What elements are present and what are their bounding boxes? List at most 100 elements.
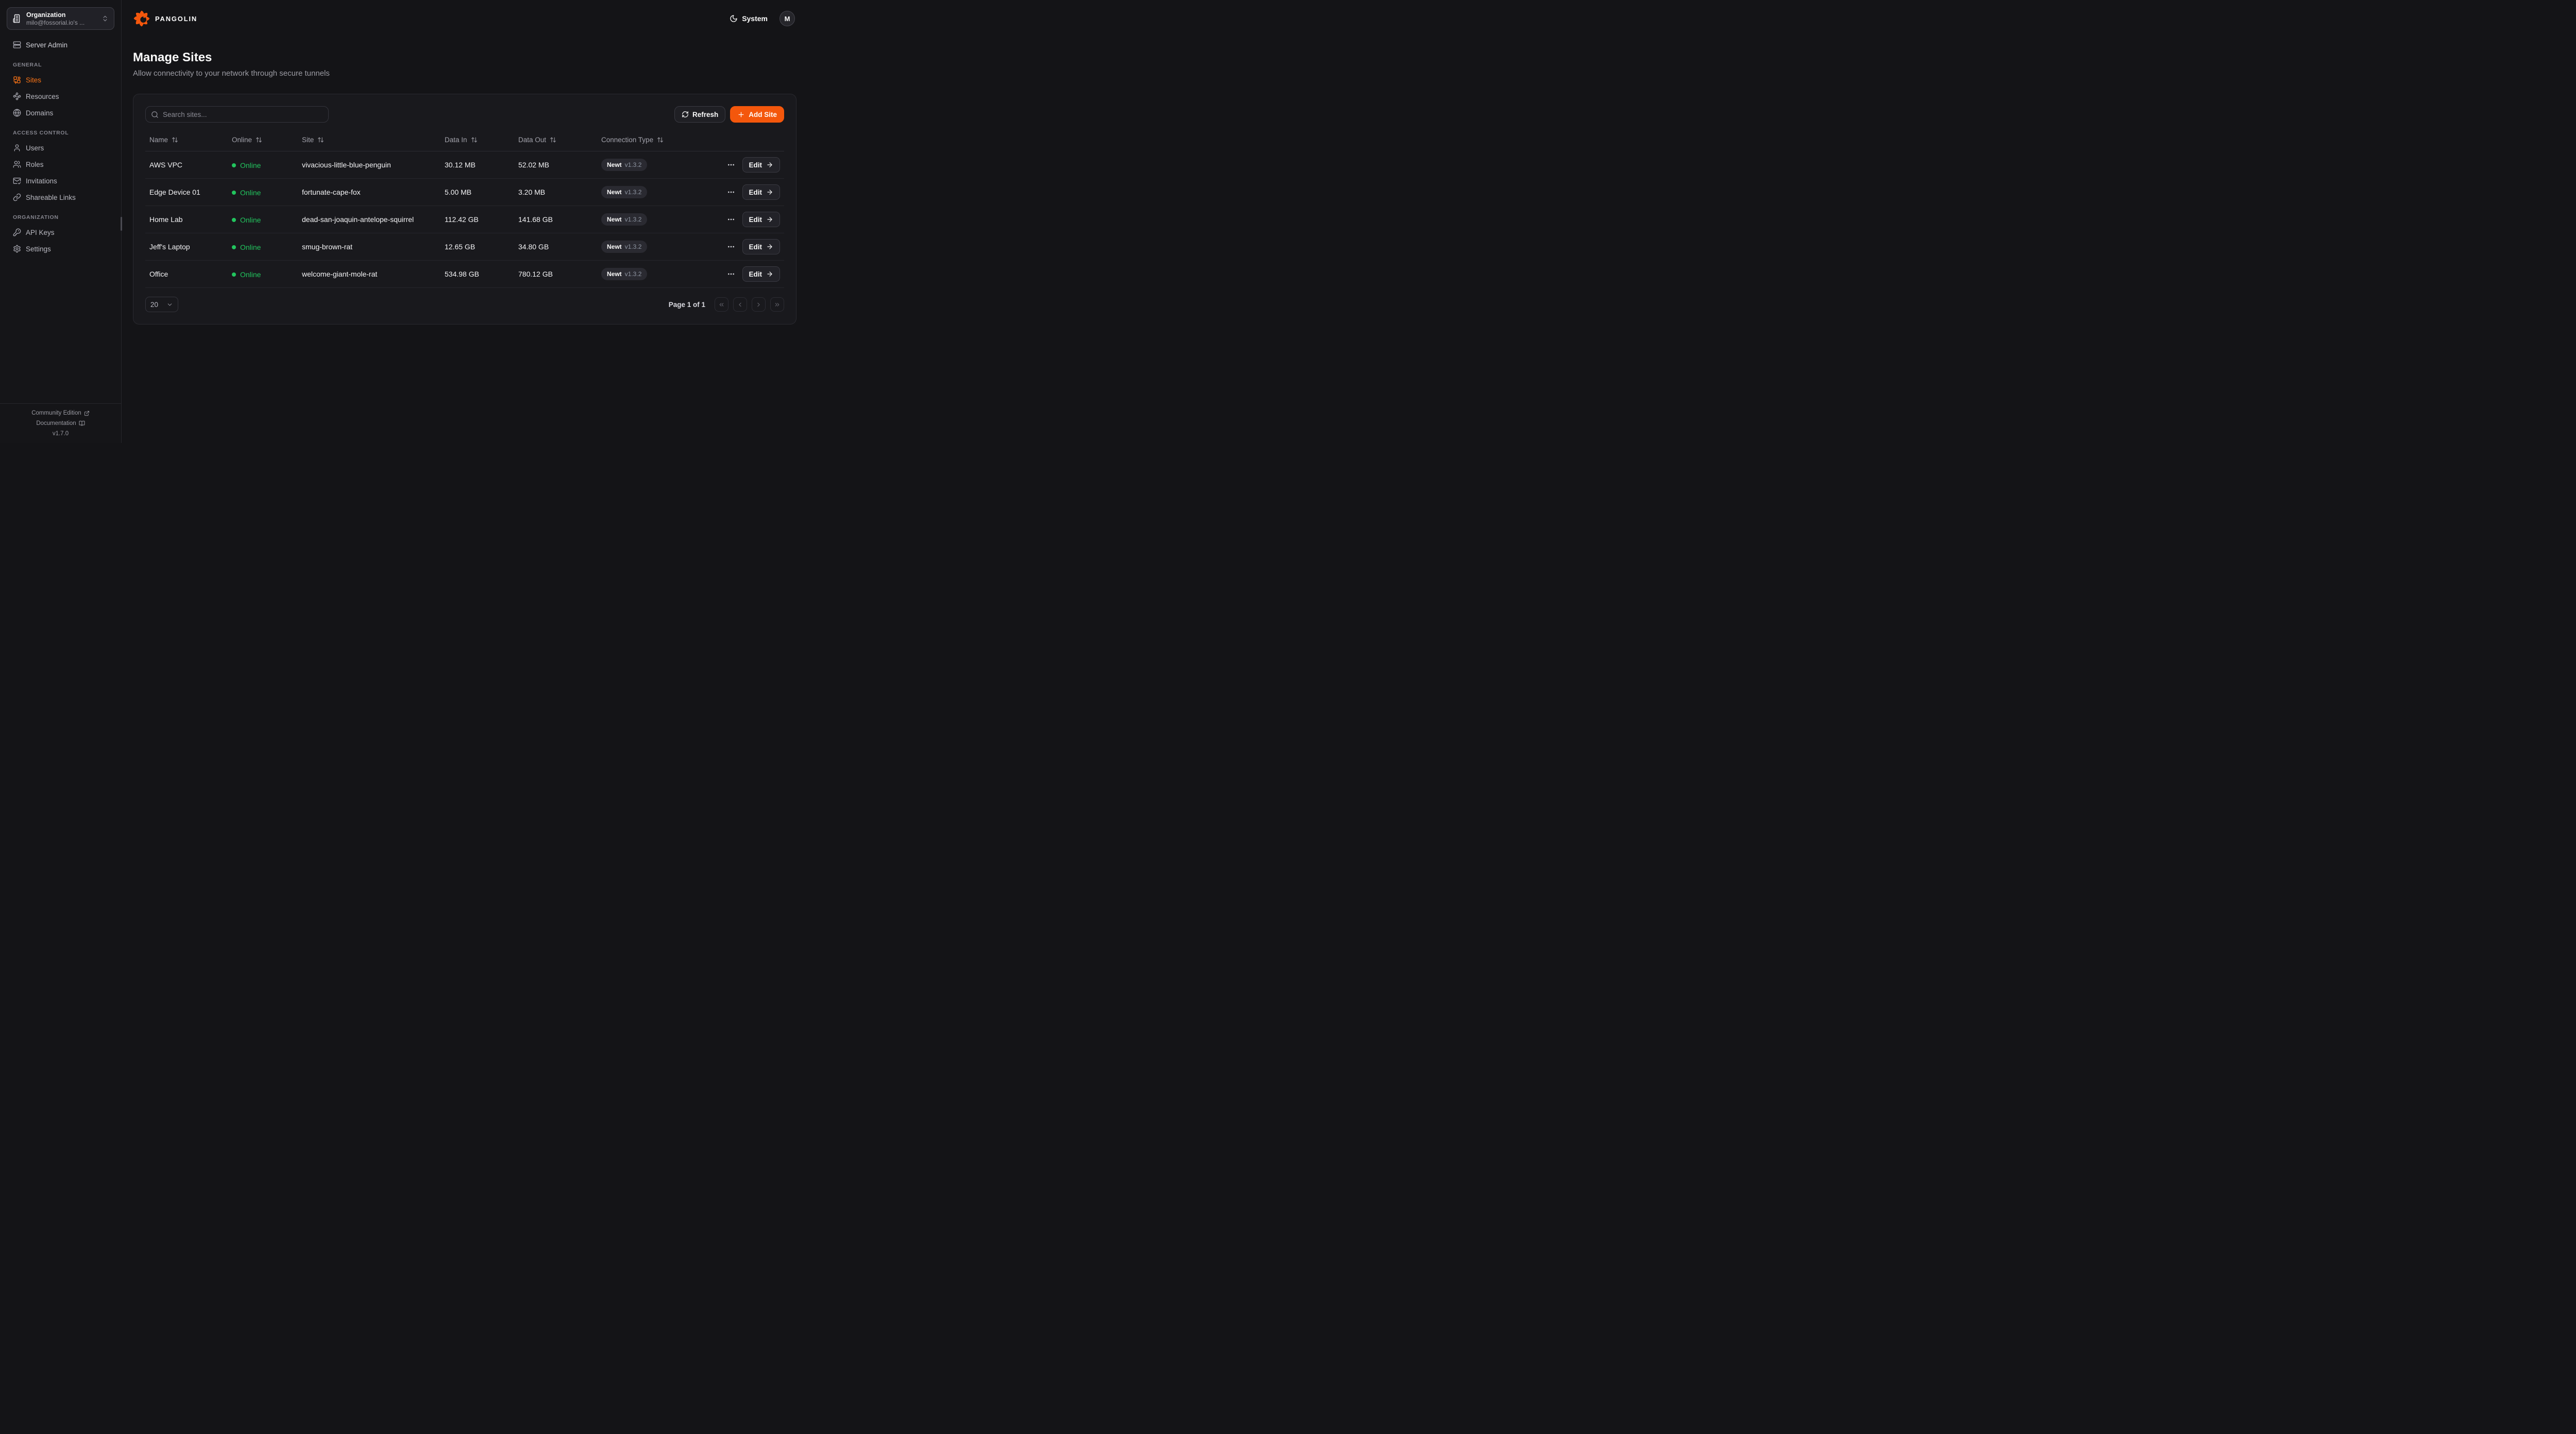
refresh-label: Refresh — [692, 110, 719, 118]
online-status-dot — [232, 217, 236, 222]
arrow-right-icon — [766, 161, 773, 168]
org-selector-value: milo@fossorial.io's ... — [26, 19, 85, 26]
theme-toggle-label: System — [742, 14, 768, 23]
data-in-cell: 112.42 GB — [440, 206, 514, 233]
add-site-label: Add Site — [749, 110, 777, 118]
page-title: Manage Sites — [133, 50, 212, 64]
sites-card: Refresh Add Site Name Online Site Data In Da… — [133, 94, 796, 325]
sidebar-item-shareable-links[interactable]: Shareable Links — [7, 189, 114, 206]
sort-arrows-icon — [256, 136, 262, 143]
data-out-cell: 52.02 MB — [514, 151, 597, 179]
add-site-button[interactable]: Add Site — [730, 106, 784, 123]
site-status-cell: Online — [228, 233, 298, 261]
toolbar-actions: Refresh Add Site — [674, 106, 784, 123]
data-in-cell: 30.12 MB — [440, 151, 514, 179]
first-page-button[interactable] — [715, 297, 728, 312]
sidebar-item-domains[interactable]: Domains — [7, 105, 114, 121]
sidebar-item-invitations[interactable]: Invitations — [7, 173, 114, 189]
topbar-right: System M — [730, 11, 795, 26]
page-content: Manage Sites Allow connectivity to your … — [122, 37, 808, 325]
site-tunnel-name-cell: welcome-giant-mole-rat — [298, 260, 440, 288]
theme-toggle-button[interactable]: System — [730, 14, 768, 23]
sidebar-scrollbar-thumb[interactable] — [121, 217, 122, 231]
user-avatar[interactable]: M — [779, 11, 795, 26]
search-box — [145, 106, 329, 123]
version-label: v1.7.0 — [52, 431, 69, 437]
pagination-status: Page 1 of 1 — [668, 300, 705, 309]
data-out-cell: 34.80 GB — [514, 233, 597, 261]
edit-site-button[interactable]: Edit — [742, 266, 780, 282]
site-name-cell: Jeff's Laptop — [145, 233, 228, 261]
sort-arrows-icon — [317, 136, 324, 143]
column-header-data-out[interactable]: Data Out — [518, 136, 556, 144]
row-menu-ellipsis-button[interactable] — [727, 243, 735, 251]
prev-page-button[interactable] — [733, 297, 747, 312]
online-status-dot — [232, 163, 236, 167]
arrow-right-icon — [766, 243, 773, 250]
online-status-label: Online — [240, 188, 261, 197]
column-header-online[interactable]: Online — [232, 136, 262, 144]
pagination-controls: Page 1 of 1 — [669, 297, 784, 312]
column-header-data-in[interactable]: Data In — [445, 136, 478, 144]
column-header-site[interactable]: Site — [302, 136, 324, 144]
site-tunnel-name-cell: smug-brown-rat — [298, 233, 440, 261]
sidebar-item-resources[interactable]: Resources — [7, 88, 114, 105]
edit-site-button[interactable]: Edit — [742, 157, 780, 173]
row-menu-ellipsis-button[interactable] — [727, 270, 735, 278]
edit-site-button[interactable]: Edit — [742, 212, 780, 227]
online-status-label: Online — [240, 243, 261, 251]
sidebar-item-server-admin[interactable]: Server Admin — [7, 37, 114, 53]
next-page-button[interactable] — [752, 297, 766, 312]
sidebar-item-settings[interactable]: Settings — [7, 241, 114, 257]
site-name-cell: AWS VPC — [145, 151, 228, 179]
data-in-cell: 12.65 GB — [440, 233, 514, 261]
connection-type-cell: Newt v1.3.2 — [597, 178, 696, 206]
site-status-cell: Online — [228, 151, 298, 179]
community-edition-label: Community Edition — [31, 410, 81, 416]
column-header-connection-type[interactable]: Connection Type — [601, 136, 664, 144]
sidebar-item-label: Shareable Links — [26, 193, 76, 201]
main-area: PANGOLIN System M Manage Sites Allow con… — [122, 0, 808, 443]
online-status-label: Online — [240, 270, 261, 279]
table-row: Jeff's Laptop Online smug-brown-rat 12.65 G… — [145, 233, 784, 261]
site-name-cell: Edge Device 01 — [145, 178, 228, 206]
building-icon — [12, 14, 22, 23]
table-row: Office Online welcome-giant-mole-rat 534.98… — [145, 260, 784, 288]
row-menu-ellipsis-button[interactable] — [727, 188, 735, 196]
site-tunnel-name-cell: vivacious-little-blue-penguin — [298, 151, 440, 179]
data-out-cell: 3.20 MB — [514, 178, 597, 206]
row-menu-ellipsis-button[interactable] — [727, 215, 735, 224]
chevron-left-icon — [737, 301, 743, 308]
row-menu-ellipsis-button[interactable] — [727, 161, 735, 169]
sort-arrows-icon — [657, 136, 664, 143]
user-icon — [13, 144, 21, 152]
column-header-name[interactable]: Name — [149, 136, 178, 144]
refresh-button[interactable]: Refresh — [674, 106, 726, 123]
sidebar-item-label: Sites — [26, 76, 42, 84]
sidebar-item-sites[interactable]: Sites — [7, 72, 114, 88]
chevrons-up-down-icon — [101, 15, 109, 22]
data-in-cell: 534.98 GB — [440, 260, 514, 288]
chevrons-right-icon — [774, 301, 781, 308]
row-actions-cell: Edit — [696, 233, 784, 261]
community-edition-link[interactable]: Community Edition — [31, 410, 90, 416]
edit-site-button[interactable]: Edit — [742, 239, 780, 254]
section-label-access-control: ACCESS CONTROL — [13, 130, 69, 136]
row-actions-cell: Edit — [696, 178, 784, 206]
edit-site-button[interactable]: Edit — [742, 184, 780, 200]
connection-type-cell: Newt v1.3.2 — [597, 233, 696, 261]
org-selector[interactable]: Organization milo@fossorial.io's ... — [7, 7, 114, 30]
sidebar-item-users[interactable]: Users — [7, 140, 114, 156]
sort-arrows-icon — [471, 136, 478, 143]
search-sites-input[interactable] — [163, 110, 323, 118]
brand-logo[interactable]: PANGOLIN — [133, 10, 197, 27]
users-icon — [13, 160, 21, 168]
row-actions-cell: Edit — [696, 260, 784, 288]
org-selector-label: Organization — [26, 11, 66, 19]
last-page-button[interactable] — [770, 297, 784, 312]
chevron-down-icon — [166, 301, 173, 308]
page-size-select[interactable]: 20 — [145, 297, 178, 312]
sidebar-item-roles[interactable]: Roles — [7, 156, 114, 173]
sidebar-item-api-keys[interactable]: API Keys — [7, 224, 114, 241]
documentation-link[interactable]: Documentation — [36, 420, 85, 426]
